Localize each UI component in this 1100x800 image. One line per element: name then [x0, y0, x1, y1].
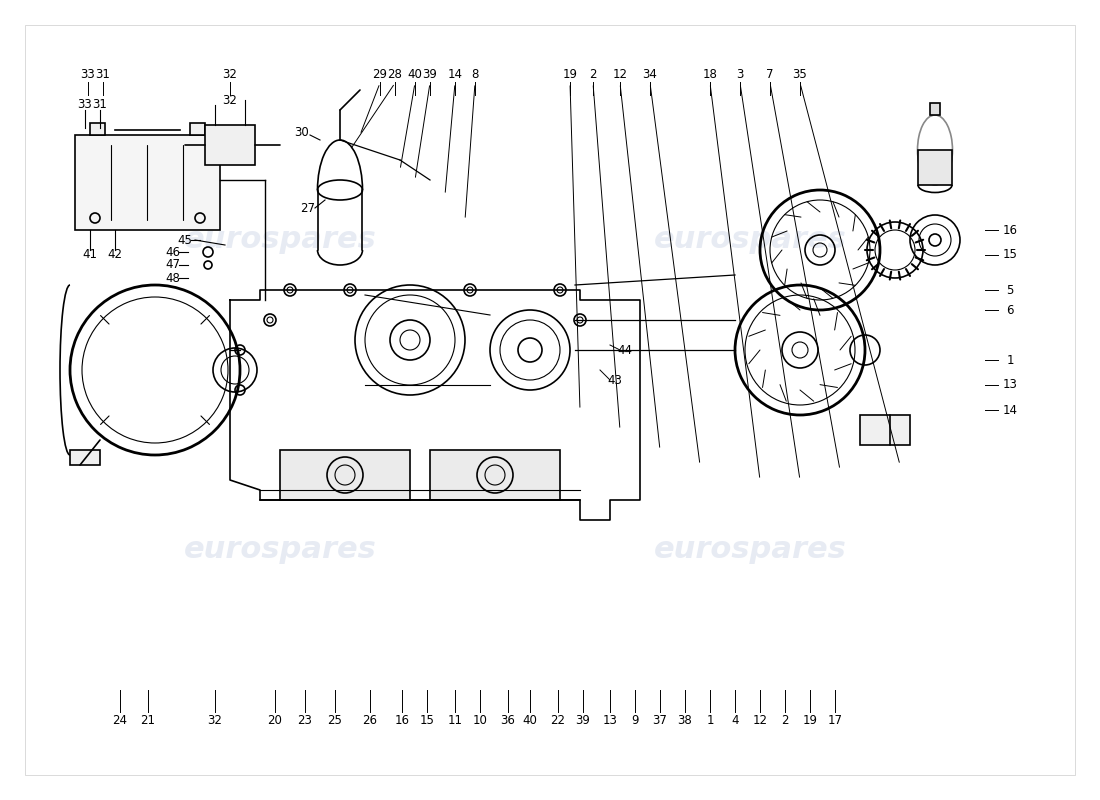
Text: 12: 12: [752, 714, 768, 726]
Text: 40: 40: [522, 714, 538, 726]
Text: 40: 40: [408, 69, 422, 82]
Bar: [860, 415, 910, 445]
Text: 17: 17: [827, 714, 843, 726]
Bar: [190, 123, 205, 135]
Bar: [90, 123, 104, 135]
Bar: [70, 450, 100, 465]
Text: 7: 7: [767, 69, 773, 82]
Text: 39: 39: [422, 69, 438, 82]
Text: 44: 44: [617, 343, 632, 357]
Text: 23: 23: [298, 714, 312, 726]
Text: 32: 32: [222, 69, 238, 82]
Text: 2: 2: [781, 714, 789, 726]
Bar: [205, 125, 255, 165]
Text: 35: 35: [793, 69, 807, 82]
Text: 41: 41: [82, 249, 98, 262]
Text: 45: 45: [177, 234, 192, 246]
Text: eurospares: eurospares: [653, 535, 846, 565]
Text: 20: 20: [267, 714, 283, 726]
Text: 37: 37: [652, 714, 668, 726]
Text: 47: 47: [165, 258, 180, 271]
Text: 2: 2: [590, 69, 596, 82]
Text: 13: 13: [603, 714, 617, 726]
Text: 9: 9: [631, 714, 639, 726]
Text: 24: 24: [112, 714, 128, 726]
Text: 32: 32: [222, 94, 238, 106]
Text: 8: 8: [471, 69, 478, 82]
Text: 31: 31: [96, 69, 110, 82]
Text: 1: 1: [1006, 354, 1014, 366]
Text: 28: 28: [387, 69, 403, 82]
Text: 1: 1: [706, 714, 714, 726]
Text: 33: 33: [80, 69, 96, 82]
Text: 34: 34: [642, 69, 658, 82]
Text: 22: 22: [550, 714, 565, 726]
Text: 48: 48: [166, 271, 180, 285]
Bar: [75, 135, 220, 230]
Text: 3: 3: [736, 69, 744, 82]
Bar: [918, 150, 952, 185]
Text: 16: 16: [395, 714, 409, 726]
Bar: [430, 450, 560, 500]
Text: 26: 26: [363, 714, 377, 726]
Text: 10: 10: [473, 714, 487, 726]
Bar: [280, 450, 410, 500]
Text: 29: 29: [373, 69, 387, 82]
Text: 38: 38: [678, 714, 692, 726]
Text: 25: 25: [328, 714, 342, 726]
Text: 42: 42: [108, 249, 122, 262]
Text: 13: 13: [1002, 378, 1018, 391]
Text: 18: 18: [703, 69, 717, 82]
Text: 19: 19: [803, 714, 817, 726]
Text: eurospares: eurospares: [653, 226, 846, 254]
Text: 36: 36: [500, 714, 516, 726]
Text: 39: 39: [575, 714, 591, 726]
Text: 5: 5: [1006, 283, 1014, 297]
Text: 14: 14: [448, 69, 462, 82]
Bar: [930, 103, 940, 115]
Text: 19: 19: [562, 69, 578, 82]
Text: 16: 16: [1002, 223, 1018, 237]
Text: 12: 12: [613, 69, 627, 82]
Text: 21: 21: [141, 714, 155, 726]
Text: 6: 6: [1006, 303, 1014, 317]
Text: eurospares: eurospares: [184, 535, 376, 565]
Text: 15: 15: [419, 714, 435, 726]
Text: 31: 31: [92, 98, 108, 111]
Text: 27: 27: [300, 202, 316, 214]
Text: 46: 46: [165, 246, 180, 258]
Text: 33: 33: [78, 98, 92, 111]
Text: 14: 14: [1002, 403, 1018, 417]
Text: 43: 43: [607, 374, 623, 386]
Text: 11: 11: [448, 714, 462, 726]
Text: 15: 15: [1002, 249, 1018, 262]
Text: 32: 32: [208, 714, 222, 726]
Text: 30: 30: [295, 126, 309, 138]
Text: eurospares: eurospares: [184, 226, 376, 254]
Text: 4: 4: [732, 714, 739, 726]
